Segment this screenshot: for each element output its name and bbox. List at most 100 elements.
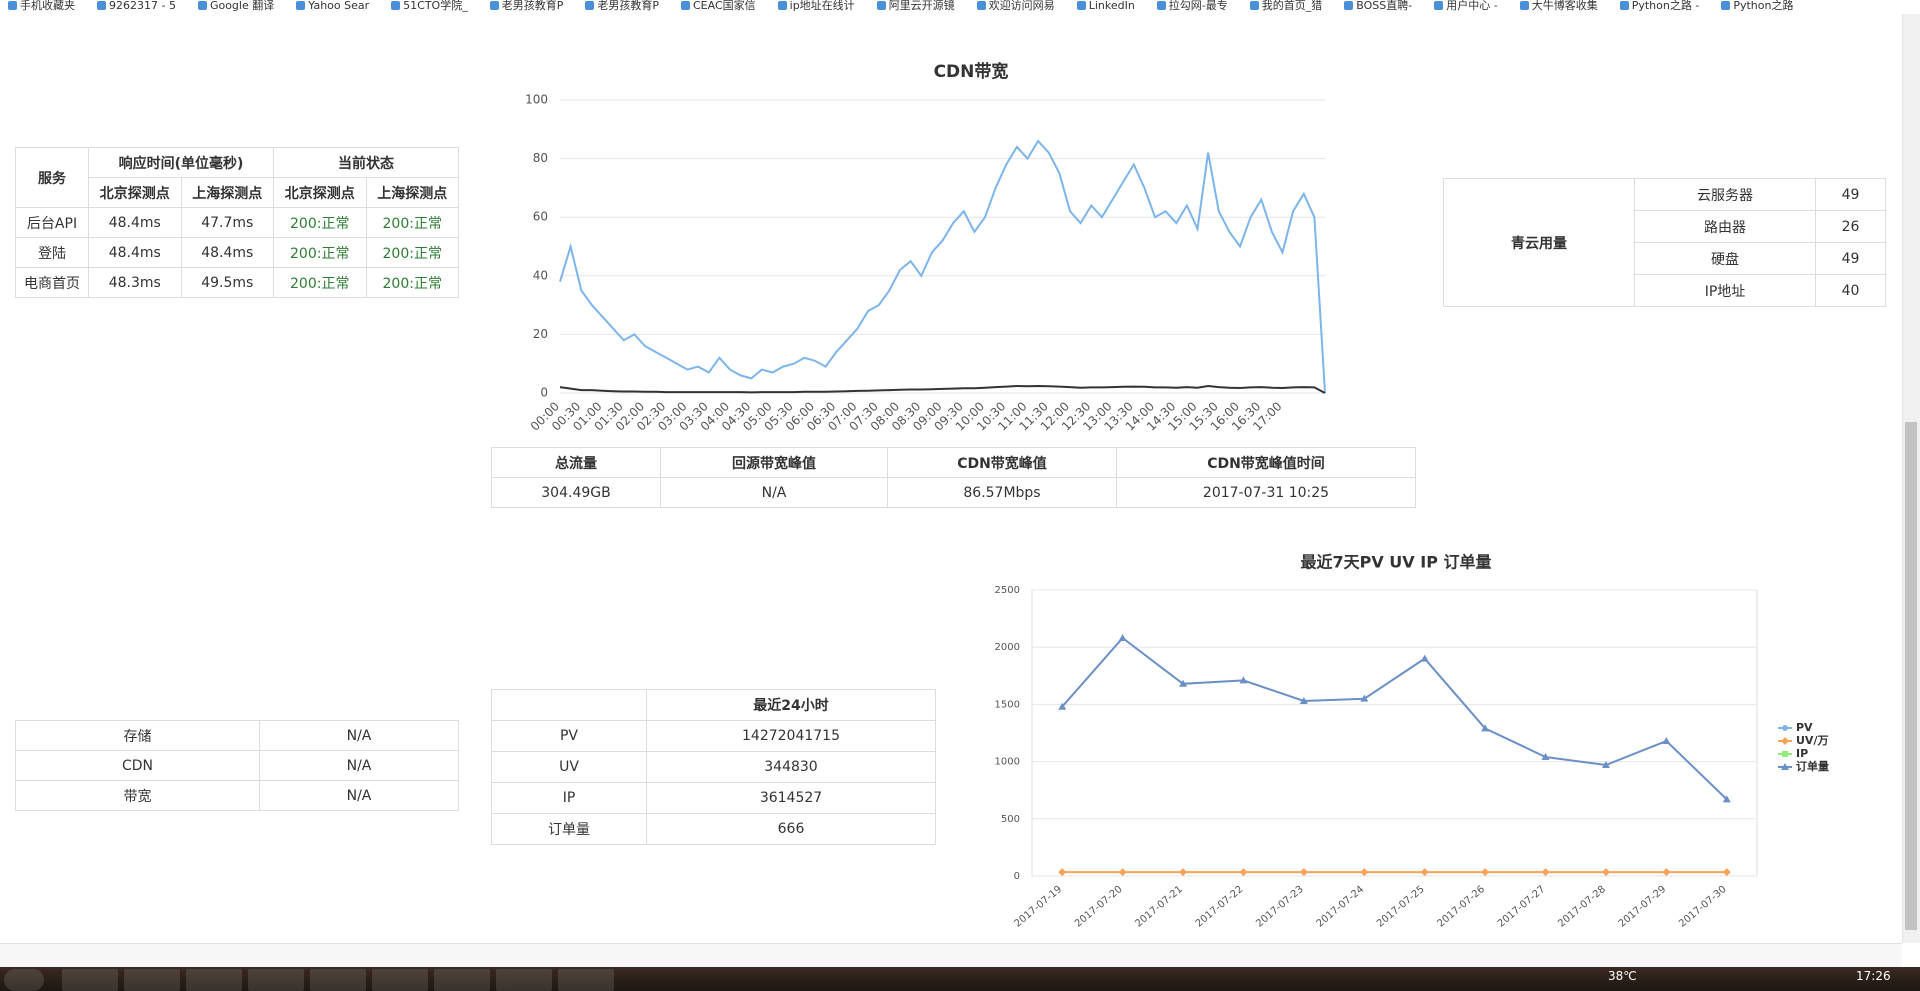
y-tick-label: 20 [533, 327, 548, 341]
header-cell: CDN带宽峰值时间 [1116, 447, 1416, 478]
cell: 26 [1815, 210, 1886, 243]
cell: UV [491, 751, 647, 783]
cell: N/A [259, 780, 459, 811]
bookmark[interactable]: Google 翻译 [198, 0, 274, 14]
x-tick-label: 2017-07-25 [1375, 884, 1427, 930]
cell: 48.3ms [88, 267, 182, 298]
taskbar-app[interactable] [124, 969, 180, 991]
taskbar-app[interactable] [310, 969, 366, 991]
header-cell: 响应时间(单位毫秒) [88, 147, 274, 178]
table-row: UV 344830 [491, 751, 936, 783]
cell: N/A [660, 477, 888, 508]
taskbar-app[interactable] [558, 969, 614, 991]
legend-label: UV/万 [1796, 734, 1828, 747]
x-tick-label: 2017-07-20 [1073, 884, 1125, 930]
bookmark[interactable]: Yahoo Sear [296, 0, 369, 14]
cell: 49 [1815, 242, 1886, 275]
bookmark[interactable]: Python之路 [1721, 0, 1793, 14]
cell: 硬盘 [1634, 242, 1816, 275]
taskbar-app[interactable] [62, 969, 118, 991]
scrollbar-thumb[interactable] [1905, 422, 1917, 930]
header-cell [491, 689, 647, 721]
legend-label: 订单量 [1796, 759, 1829, 773]
x-tick-label: 2017-07-28 [1556, 884, 1608, 930]
service-table: 服务 响应时间(单位毫秒) 当前状态 北京探测点 上海探测点 北京探测点 上海探测点 后台AP… [15, 147, 459, 298]
cdn-summary-table: 总流量 回源带宽峰值 CDN带宽峰值 CDN带宽峰值时间 304.49GB N/A 86.5… [491, 447, 1416, 508]
cell: N/A [259, 750, 459, 781]
taskbar-app[interactable] [248, 969, 304, 991]
point [1781, 763, 1789, 770]
x-tick-label: 2017-07-27 [1496, 884, 1548, 930]
last24h-table: 最近24小时 PV 14272041715 UV 344830 IP 3614527 订单量 6… [491, 689, 936, 845]
table-row: 登陆 48.4ms 48.4ms 200:正常 200:正常 [15, 237, 459, 268]
header-cell: 总流量 [491, 447, 661, 478]
table-row: IP地址 40 [1444, 274, 1886, 307]
point [1420, 654, 1429, 662]
point [1118, 868, 1127, 877]
bookmark[interactable]: LinkedIn [1077, 0, 1135, 14]
point [1481, 868, 1490, 877]
service-table-wrap: 服务 响应时间(单位毫秒) 当前状态 北京探测点 上海探测点 北京探测点 上海探测点 后台AP… [15, 147, 459, 298]
legend-label: PV [1796, 721, 1813, 734]
taskbar-app[interactable] [372, 969, 428, 991]
bookmark[interactable]: 51CTO学院_ [391, 0, 468, 14]
cell: 40 [1815, 274, 1886, 307]
bookmark[interactable]: 大牛博客收集 [1520, 0, 1598, 14]
bookmark[interactable]: 用户中心 - [1434, 0, 1497, 14]
cell: 订单量 [491, 813, 647, 845]
bookmark[interactable]: 欢迎访问网易 [977, 0, 1055, 14]
cell: 48.4ms [88, 237, 182, 268]
point [1179, 868, 1188, 877]
cell: 304.49GB [491, 477, 661, 508]
table-row: 青云用量 云服务器 49 [1443, 178, 1886, 307]
point [1360, 868, 1369, 877]
cell: 200:正常 [365, 207, 459, 238]
y-tick-label: 80 [533, 151, 548, 165]
bookmark[interactable]: ip地址在线计 [778, 0, 855, 14]
bookmark[interactable]: 拉勾网-最专 [1157, 0, 1228, 14]
point [1239, 868, 1248, 877]
plot-border [1031, 589, 1758, 877]
x-tick-label: 2017-07-30 [1677, 884, 1729, 930]
table-row: IP 3614527 [491, 782, 936, 814]
cell: 存储 [15, 720, 260, 751]
point [1420, 868, 1429, 877]
point [1601, 761, 1610, 769]
bookmark[interactable]: 老男孩教育P [585, 0, 659, 14]
last24h-wrap: 最近24小时 PV 14272041715 UV 344830 IP 3614527 订单量 6… [491, 689, 936, 845]
header-cell: 当前状态 [273, 147, 459, 178]
table-row: 订单量 666 [491, 813, 936, 845]
point [1299, 696, 1308, 704]
start-button[interactable] [4, 969, 44, 991]
bookmark[interactable]: 9262317 - 5 [97, 0, 176, 14]
cell: IP [491, 782, 647, 814]
bookmark[interactable]: BOSS直聘- [1344, 0, 1412, 14]
y-tick-label: 500 [1001, 814, 1020, 825]
qingcloud-table: 青云用量 云服务器 49 路由器 26 硬盘 49 IP地址 40 [1443, 178, 1886, 307]
table-row: 硬盘 49 [1444, 242, 1886, 275]
bookmark[interactable]: 我的首页_猎 [1250, 0, 1323, 14]
header-cell: 上海探测点 [180, 177, 274, 208]
taskbar-app[interactable] [186, 969, 242, 991]
cell: CDN [15, 750, 260, 781]
x-tick-label: 2017-07-23 [1254, 884, 1306, 930]
cell: IP地址 [1634, 274, 1816, 307]
point [1360, 694, 1369, 702]
header-cell: 回源带宽峰值 [660, 447, 888, 478]
bookmark[interactable]: 手机收藏夹 [8, 0, 75, 14]
bookmark[interactable]: Python之路 - [1620, 0, 1700, 14]
bookmark[interactable]: 老男孩教育P [490, 0, 564, 14]
cell: 带宽 [15, 780, 260, 811]
temperature: 38℃ [1608, 969, 1637, 983]
point [1722, 868, 1731, 877]
bookmark[interactable]: CEAC国家信 [681, 0, 756, 14]
y-tick-label: 2500 [995, 585, 1020, 596]
bookmark[interactable]: 阿里云开源镜 [877, 0, 955, 14]
y-tick-label: 100 [525, 93, 548, 107]
header-cell: 北京探测点 [273, 177, 367, 208]
taskbar-app[interactable] [434, 969, 490, 991]
series-line [559, 139, 1326, 394]
cell: 48.4ms [88, 207, 182, 238]
taskbar-app[interactable] [496, 969, 552, 991]
table-row: 服务 响应时间(单位毫秒) 当前状态 [15, 147, 459, 208]
